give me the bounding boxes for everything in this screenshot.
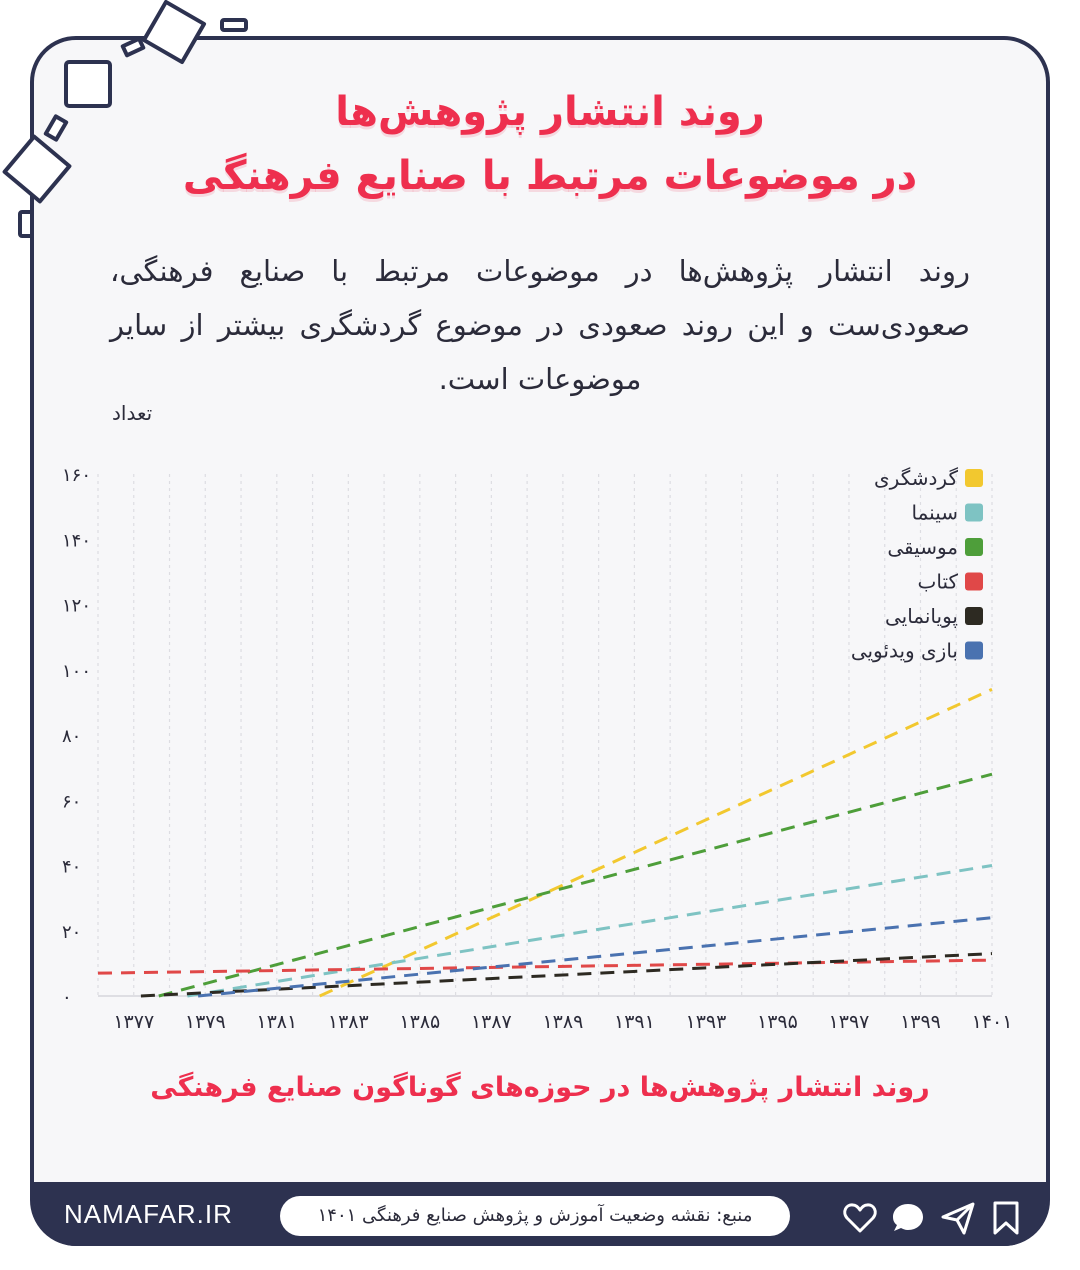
legend-label: پویانمایی	[885, 604, 958, 629]
brand-name[interactable]: NAMAFAR.IR	[64, 1199, 233, 1229]
chart-title: روند انتشار پژوهش‌ها در حوزه‌های گوناگون…	[150, 1072, 930, 1103]
legend-label: کتاب	[918, 570, 959, 594]
legend-swatch	[965, 538, 983, 556]
send-icon[interactable]	[938, 1198, 978, 1238]
legend-swatch	[965, 641, 983, 660]
y-tick-label: ۰	[62, 987, 72, 1008]
x-tick-label: ۱۳۷۹	[185, 1011, 226, 1033]
legend-swatch	[965, 572, 983, 591]
decorative-cubes	[2, 0, 248, 238]
x-tick-label: ۱۳۹۳	[686, 1011, 727, 1033]
y-tick-label: ۲۰	[62, 922, 81, 943]
bookmark-icon[interactable]	[986, 1198, 1026, 1238]
social-icons	[840, 1198, 1030, 1238]
description: روند انتشار پژوهش‌ها در موضوعات مرتبط با…	[110, 254, 970, 396]
legend-label: گردشگری	[874, 466, 958, 490]
x-tick-label: ۱۳۹۵	[757, 1011, 798, 1033]
x-tick-label: ۱۳۹۷	[829, 1011, 870, 1033]
series-line	[140, 952, 993, 998]
source-label: منبع: نقشه وضعیت آموزش و پژوهش صنایع فره…	[280, 1196, 790, 1236]
y-tick-label: ۱۲۰	[62, 596, 91, 617]
title-line-2: در موضوعات مرتبط با صنایع فرهنگی	[182, 153, 918, 199]
series-line	[158, 772, 993, 998]
y-tick-label: ۶۰	[62, 791, 81, 812]
series-line	[197, 916, 993, 998]
y-tick-label: ۱۶۰	[62, 465, 91, 486]
page-title: روند انتشار پژوهش‌ها در موضوعات مرتبط با…	[140, 80, 960, 208]
x-tick-label: ۱۳۹۱	[614, 1011, 655, 1033]
legend-swatch	[965, 469, 983, 487]
x-tick-label: ۱۳۸۱	[256, 1011, 297, 1033]
legend-label: سینما	[912, 501, 958, 525]
heart-icon[interactable]	[840, 1198, 880, 1238]
y-tick-label: ۴۰	[62, 857, 81, 878]
series-line	[187, 864, 993, 998]
series-line	[319, 687, 993, 998]
legend-label: بازی ویدئویی	[851, 639, 958, 663]
y-tick-label: ۱۰۰	[62, 661, 91, 682]
x-tick-label: ۱۴۰۱	[972, 1011, 1013, 1033]
title-line-1: روند انتشار پژوهش‌ها	[335, 89, 765, 135]
x-tick-label: ۱۳۸۹	[542, 1011, 583, 1033]
legend-swatch	[965, 503, 983, 522]
x-tick-label: ۱۳۸۵	[399, 1011, 440, 1033]
y-tick-label: ۱۴۰	[62, 530, 91, 551]
y-axis-label: تعداد	[112, 401, 152, 425]
card	[30, 36, 1050, 1246]
x-tick-label: ۱۳۹۹	[900, 1011, 941, 1033]
x-tick-label: ۱۳۷۷	[113, 1011, 154, 1033]
legend-swatch	[965, 607, 983, 625]
x-tick-label: ۱۳۸۷	[471, 1011, 512, 1033]
y-tick-label: ۸۰	[62, 726, 81, 747]
x-tick-label: ۱۳۸۳	[328, 1011, 369, 1033]
comment-icon[interactable]	[888, 1198, 928, 1238]
legend-label: موسیقی	[887, 535, 958, 559]
